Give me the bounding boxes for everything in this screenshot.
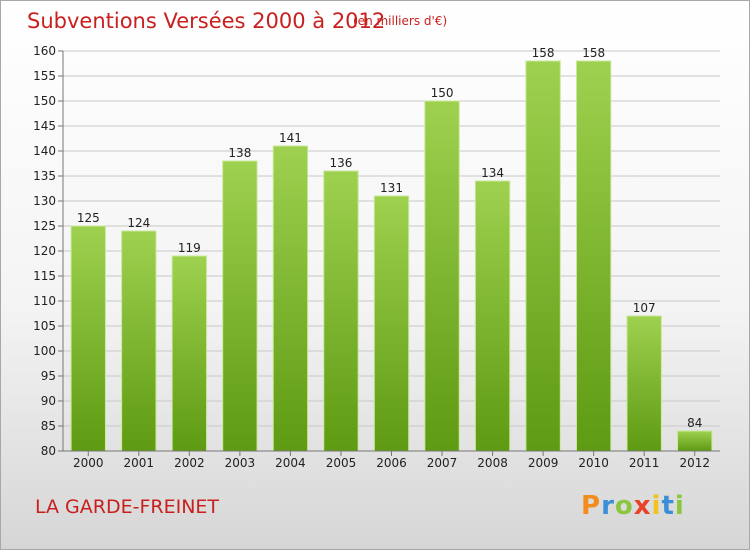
logo-letter: r: [601, 491, 615, 521]
bar-2001: [121, 230, 157, 452]
value-label-2011: 107: [633, 301, 656, 315]
bar-2006: [373, 195, 410, 452]
chart-unit: (en milliers d'€): [353, 14, 448, 28]
value-label-2000: 125: [77, 211, 100, 225]
logo-letter: i: [674, 491, 685, 521]
bar-2010: [575, 60, 612, 452]
logo-letter: i: [651, 491, 662, 521]
bar-2003: [222, 160, 258, 452]
x-tick-label-2008: 2008: [477, 456, 508, 470]
bar-2008: [474, 180, 511, 452]
y-tick-label: 160: [33, 44, 56, 58]
value-label-2009: 158: [532, 46, 555, 60]
bar-2005: [323, 170, 359, 452]
logo-letter: o: [614, 491, 634, 521]
bars: [70, 60, 713, 452]
y-tick-label: 90: [41, 394, 56, 408]
bar-2000: [70, 225, 106, 452]
value-label-2002: 119: [178, 241, 201, 255]
y-tick-label: 80: [41, 444, 56, 458]
value-label-2005: 136: [330, 156, 353, 170]
y-tick-label: 95: [41, 369, 56, 383]
bar-2011: [626, 315, 662, 452]
x-tick-label-2009: 2009: [528, 456, 559, 470]
x-tick-label-2002: 2002: [174, 456, 205, 470]
chart-title: Subventions Versées 2000 à 2012: [27, 9, 386, 33]
logo-letter: x: [633, 491, 652, 521]
y-tick-label: 130: [33, 194, 56, 208]
x-axis-ticks: 2000 2001 2002 2003 2004 2005 2006 2007 2008 2009…: [73, 451, 710, 470]
value-label-2010: 158: [582, 46, 605, 60]
y-tick-label: 125: [33, 219, 56, 233]
y-tick-label: 85: [41, 419, 56, 433]
value-label-2003: 138: [228, 146, 251, 160]
x-tick-label-2010: 2010: [578, 456, 609, 470]
x-tick-label-2006: 2006: [376, 456, 407, 470]
commune-name: LA GARDE-FREINET: [35, 496, 220, 518]
x-tick-label-2005: 2005: [326, 456, 357, 470]
x-tick-label-2012: 2012: [679, 456, 710, 470]
x-tick-label-2000: 2000: [73, 456, 104, 470]
bar-2002: [171, 255, 208, 452]
value-label-2007: 150: [431, 86, 454, 100]
x-tick-label-2004: 2004: [275, 456, 306, 470]
value-labels: 125 124 119 138 141 136 131 150 134 158 158 107 84: [77, 46, 703, 430]
y-tick-label: 110: [33, 294, 56, 308]
y-tick-label: 135: [33, 169, 56, 183]
value-label-2004: 141: [279, 131, 302, 145]
x-tick-label-2011: 2011: [629, 456, 660, 470]
y-tick-label: 145: [33, 119, 56, 133]
bar-2007: [424, 100, 460, 452]
x-tick-label-2007: 2007: [427, 456, 458, 470]
y-tick-label: 155: [33, 69, 56, 83]
value-label-2006: 131: [380, 181, 403, 195]
bar-2009: [525, 60, 561, 452]
y-axis-ticks: 80 85 90 95 100 105 110 115 120 125 130 135 140 145 15…: [33, 44, 63, 458]
bar-2004: [272, 145, 309, 452]
value-label-2008: 134: [481, 166, 504, 180]
value-label-2001: 124: [127, 216, 150, 230]
value-label-2012: 84: [687, 416, 702, 430]
y-tick-label: 120: [33, 244, 56, 258]
y-tick-label: 115: [33, 269, 56, 283]
x-tick-label-2001: 2001: [124, 456, 155, 470]
y-tick-label: 100: [33, 344, 56, 358]
logo-letter: t: [661, 491, 675, 521]
proxiti-logo[interactable]: Proxiti: [581, 491, 685, 521]
x-tick-label-2003: 2003: [225, 456, 256, 470]
axes: [62, 51, 720, 452]
y-tick-label: 105: [33, 319, 56, 333]
logo-letter: P: [581, 491, 602, 521]
bar-2012: [677, 430, 713, 452]
y-tick-label: 150: [33, 94, 56, 108]
y-tick-label: 140: [33, 144, 56, 158]
